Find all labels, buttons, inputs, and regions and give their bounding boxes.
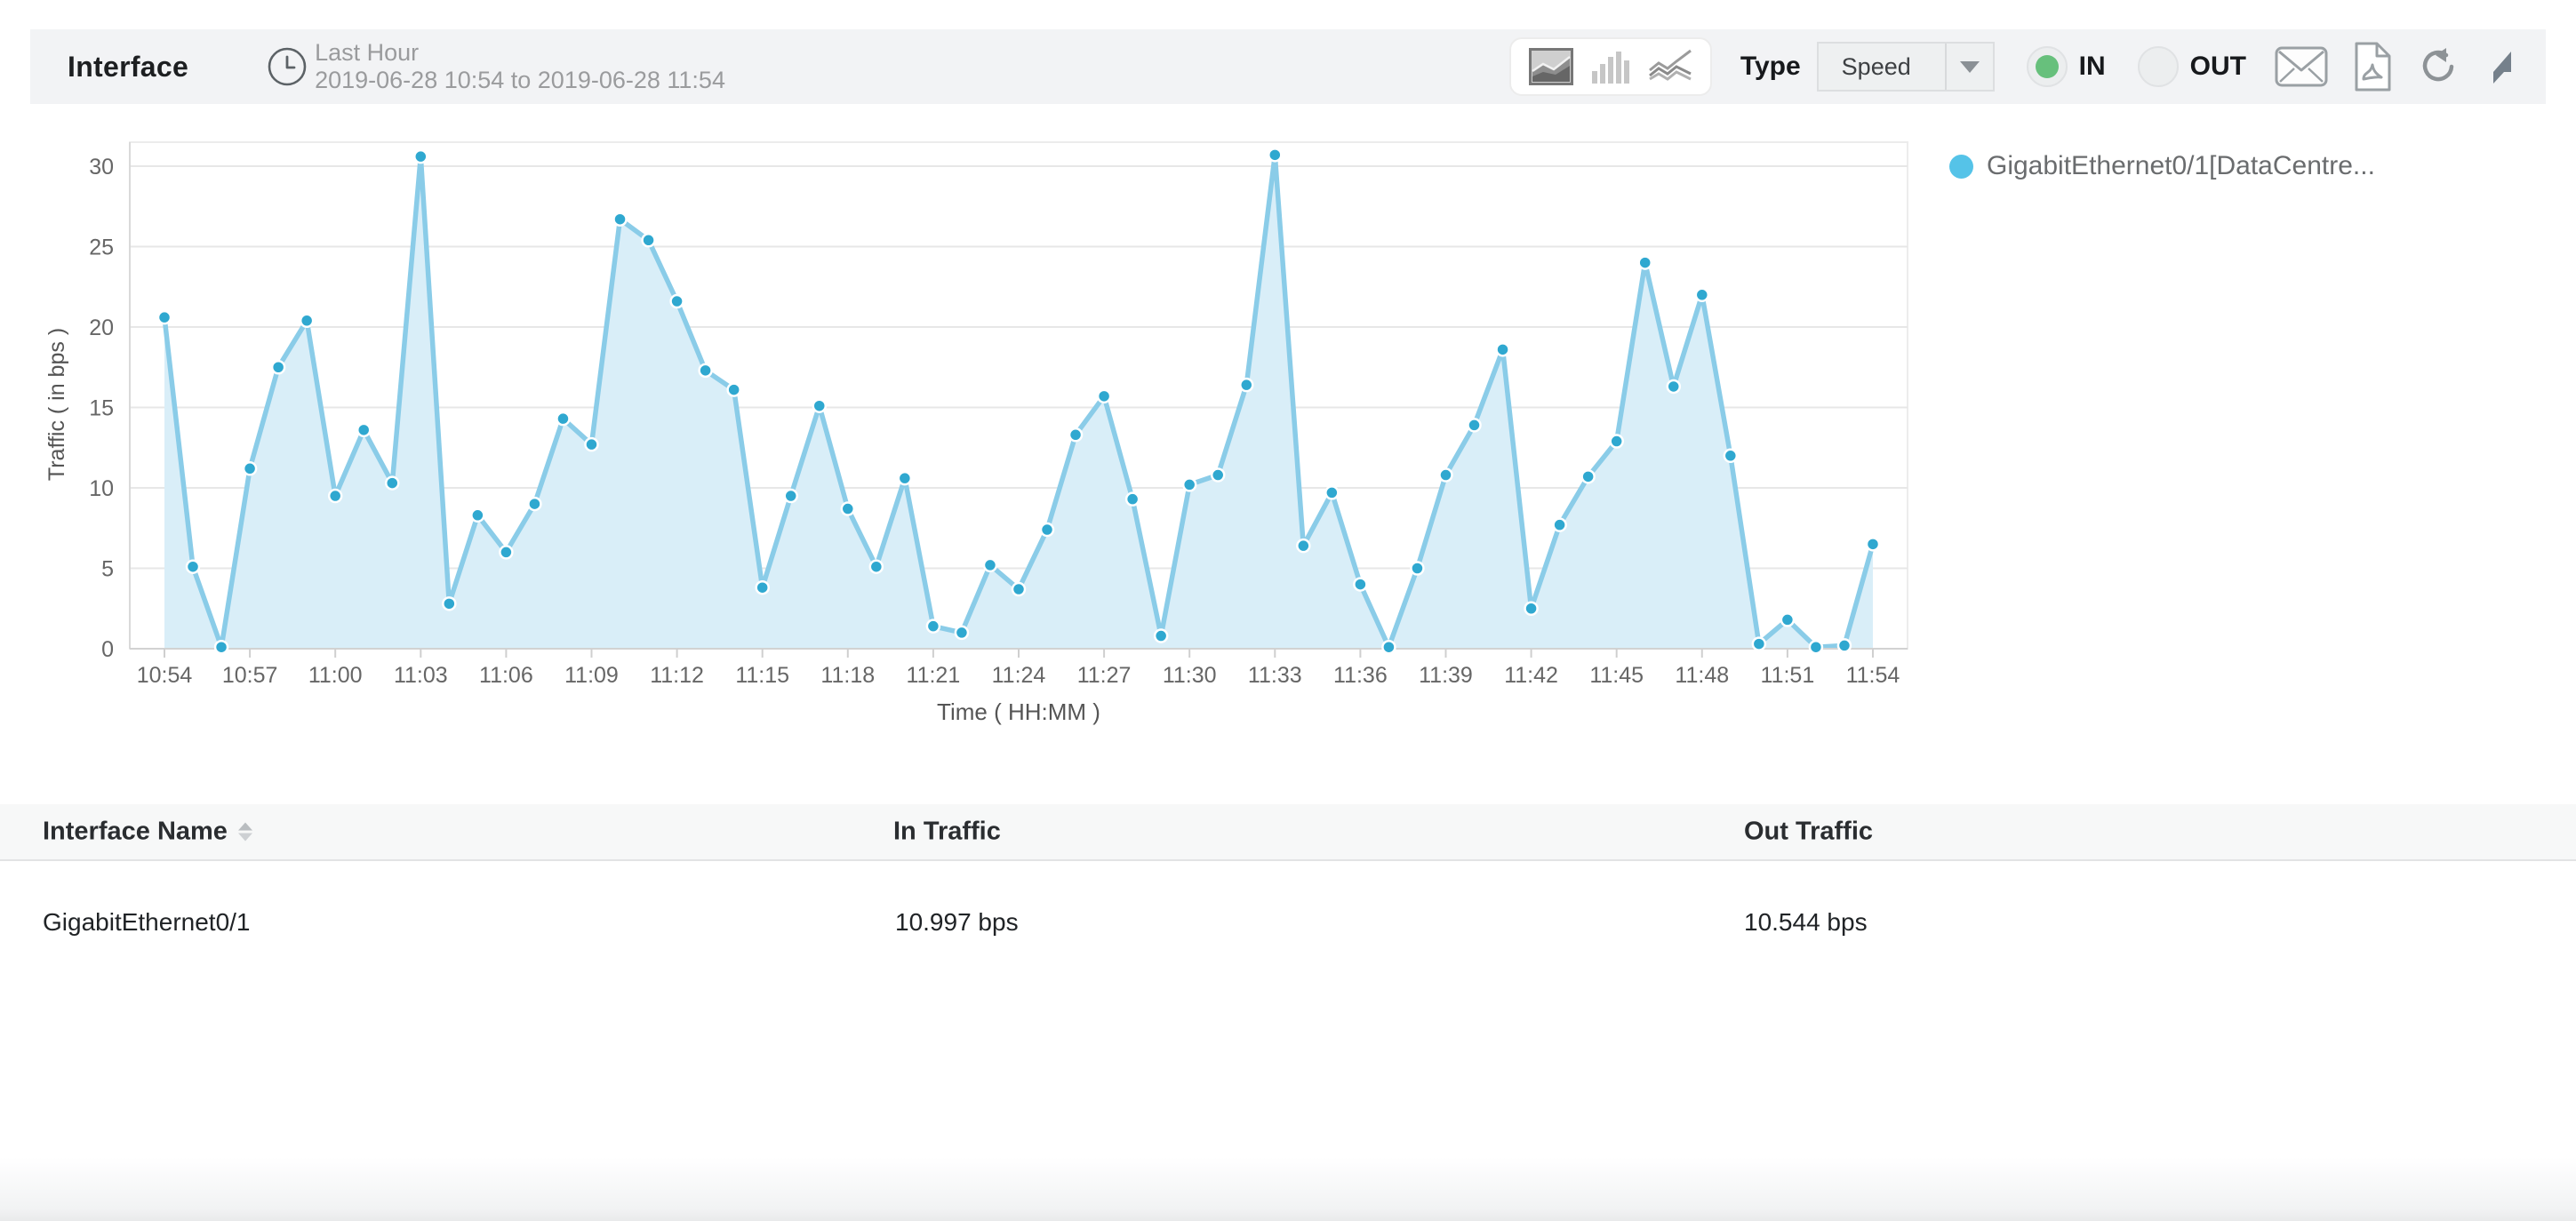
legend-dot	[1949, 154, 1973, 179]
cell-out-traffic: 10.544 bps	[1744, 908, 1868, 936]
svg-text:11:27: 11:27	[1077, 663, 1132, 688]
svg-text:11:45: 11:45	[1589, 663, 1644, 688]
type-label: Type	[1740, 52, 1801, 81]
svg-text:11:30: 11:30	[1163, 663, 1217, 688]
column-in-traffic-label: In Traffic	[893, 817, 1001, 846]
area-chart-icon[interactable]	[1528, 48, 1573, 85]
top-bar: Interface Last Hour 2019-06-28 10:54 to …	[30, 29, 2546, 104]
svg-text:Time ( HH:MM ): Time ( HH:MM )	[937, 698, 1100, 725]
svg-text:11:18: 11:18	[820, 663, 875, 688]
svg-text:11:12: 11:12	[650, 663, 704, 688]
svg-text:11:06: 11:06	[479, 663, 533, 688]
svg-text:15: 15	[89, 396, 114, 421]
bottom-strip	[0, 1157, 2576, 1221]
svg-text:11:54: 11:54	[1846, 663, 1900, 688]
svg-text:11:21: 11:21	[907, 663, 961, 688]
column-in-traffic: In Traffic	[893, 818, 1001, 847]
pin-icon	[2482, 48, 2519, 85]
svg-text:30: 30	[89, 155, 114, 180]
svg-text:11:00: 11:00	[308, 663, 363, 688]
column-out-traffic-label: Out Traffic	[1744, 817, 1874, 846]
svg-text:20: 20	[89, 315, 114, 340]
chevron-down-icon[interactable]	[1944, 44, 1993, 90]
toolbar: Type Speed IN OUT	[1508, 37, 2519, 96]
time-period: Last Hour 2019-06-28 10:54 to 2019-06-28…	[267, 39, 725, 94]
period-label: Last Hour	[315, 39, 420, 66]
type-dropdown-value: Speed	[1841, 52, 1911, 80]
refresh-icon	[2417, 46, 2458, 87]
cell-in-traffic: 10.997 bps	[895, 908, 1019, 936]
svg-text:5: 5	[101, 557, 114, 582]
pin-button[interactable]	[2482, 48, 2519, 85]
line-chart-icon[interactable]	[1648, 49, 1692, 84]
svg-text:11:09: 11:09	[564, 663, 619, 688]
in-radio-dot	[2035, 55, 2059, 78]
svg-text:11:33: 11:33	[1248, 663, 1302, 688]
svg-text:11:39: 11:39	[1419, 663, 1473, 688]
in-radio-label: IN	[2078, 52, 2106, 81]
svg-text:11:51: 11:51	[1761, 663, 1815, 688]
svg-text:10:54: 10:54	[137, 663, 193, 688]
svg-text:11:36: 11:36	[1333, 663, 1388, 688]
email-icon	[2275, 45, 2328, 88]
svg-text:10:57: 10:57	[222, 663, 278, 688]
cell-interface-name: GigabitEthernet0/1	[43, 908, 251, 936]
pdf-export-button[interactable]	[2352, 42, 2393, 92]
refresh-button[interactable]	[2417, 46, 2458, 87]
page-title: Interface	[68, 50, 189, 83]
chart-legend[interactable]: GigabitEthernet0/1[DataCentre...	[1949, 151, 2375, 181]
svg-text:11:42: 11:42	[1504, 663, 1558, 688]
svg-text:Traffic ( in bps ): Traffic ( in bps )	[44, 328, 69, 481]
out-radio-label: OUT	[2189, 52, 2246, 81]
column-interface-name-label: Interface Name	[43, 817, 228, 846]
in-radio[interactable]	[2026, 46, 2068, 87]
svg-text:11:15: 11:15	[735, 663, 789, 688]
svg-text:11:24: 11:24	[992, 663, 1046, 688]
column-interface-name[interactable]: Interface Name	[43, 818, 252, 847]
out-radio[interactable]	[2137, 46, 2179, 87]
svg-text:0: 0	[101, 637, 114, 662]
sort-icon[interactable]	[237, 822, 252, 842]
column-out-traffic: Out Traffic	[1744, 818, 1873, 847]
svg-text:11:03: 11:03	[394, 663, 448, 688]
traffic-chart[interactable]: 0 5 10 15 20 25 30 10:54 10:57 11:00 11:03 11:06 11:…	[0, 133, 2000, 755]
svg-text:25: 25	[89, 235, 114, 260]
svg-text:10: 10	[89, 476, 114, 501]
legend-label: GigabitEthernet0/1[DataCentre...	[1987, 151, 2375, 180]
bar-chart-icon[interactable]	[1591, 48, 1630, 85]
type-dropdown[interactable]: Speed	[1816, 42, 1995, 92]
pdf-icon	[2352, 42, 2393, 92]
email-button[interactable]	[2275, 45, 2328, 88]
clock-icon	[267, 46, 308, 87]
period-range: 2019-06-28 10:54 to 2019-06-28 11:54	[315, 67, 725, 93]
period-texts: Last Hour 2019-06-28 10:54 to 2019-06-28…	[315, 39, 725, 94]
chart-type-switcher	[1508, 37, 1712, 96]
svg-text:11:48: 11:48	[1675, 663, 1729, 688]
table-header-row: Interface Name In Traffic Out Traffic	[0, 804, 2576, 861]
